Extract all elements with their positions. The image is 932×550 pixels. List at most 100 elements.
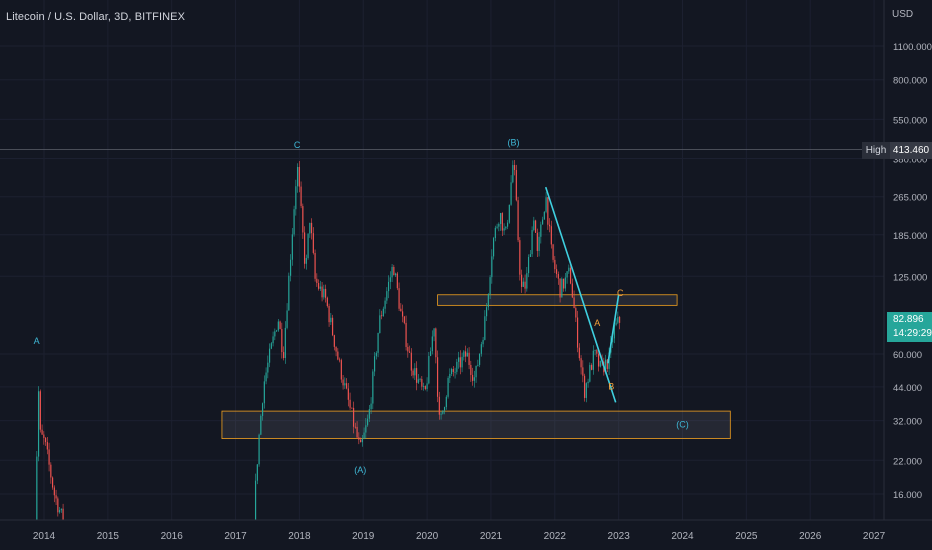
candle-body — [363, 432, 365, 439]
candle-body — [564, 277, 566, 289]
trendlines-layer — [544, 186, 620, 403]
candle-body — [50, 464, 52, 478]
candle-body — [513, 165, 516, 171]
candle-body — [310, 222, 313, 234]
trendline — [607, 294, 620, 364]
candle-body — [477, 364, 479, 366]
price-tick-label: 60.000 — [893, 350, 922, 361]
candle-body — [375, 352, 377, 357]
wave-label: (C) — [676, 419, 689, 429]
candle-body — [305, 258, 307, 264]
candle-body — [489, 277, 491, 295]
candle-body — [342, 379, 344, 386]
candle-body — [284, 327, 286, 359]
price-tick-label: 32.000 — [893, 417, 922, 428]
candle-body — [499, 213, 502, 224]
candle-body — [580, 358, 582, 368]
candle-body — [494, 227, 496, 239]
candle-body — [540, 224, 542, 237]
candle-body — [485, 307, 488, 317]
candle-body — [554, 259, 556, 270]
candle-body — [391, 266, 393, 278]
candle-body — [335, 346, 337, 352]
wave-label: A — [34, 336, 40, 346]
time-tick-label: 2016 — [161, 531, 184, 542]
candle-body — [534, 220, 537, 233]
candle-body — [275, 330, 278, 332]
candle-body — [51, 477, 54, 488]
price-tick-label: 22.000 — [893, 456, 922, 467]
candle-body — [576, 317, 579, 348]
time-tick-label: 2017 — [224, 531, 247, 542]
price-tick-label: 800.000 — [893, 76, 927, 87]
time-tick-label: 2026 — [799, 531, 822, 542]
candle-body — [358, 437, 360, 440]
candle-body — [547, 197, 549, 225]
candle-body — [326, 297, 328, 307]
candle-body — [548, 224, 551, 227]
price-tick-label: 550.000 — [893, 115, 927, 126]
candle-body — [48, 449, 50, 465]
candle-body — [597, 353, 600, 367]
candle-body — [585, 383, 587, 398]
candle-body — [536, 232, 538, 251]
price-tick-label: 16.000 — [893, 490, 922, 501]
candle-body — [260, 415, 262, 435]
candle-body — [617, 316, 619, 323]
candle-body — [345, 383, 348, 389]
candle-body — [393, 266, 395, 276]
candle-body — [41, 429, 43, 435]
candle-body — [300, 186, 302, 207]
candle-body — [615, 322, 617, 325]
candle-body — [562, 278, 565, 289]
candle-body — [445, 396, 447, 408]
currency-label: USD — [892, 9, 914, 20]
candle-body — [58, 510, 61, 513]
candle-body — [261, 403, 264, 416]
high-value: 413.460 — [890, 141, 932, 159]
candle-body — [319, 286, 321, 289]
candle-body — [389, 277, 391, 282]
candle-body — [487, 294, 489, 308]
candle-body — [515, 170, 517, 201]
candle-body — [604, 359, 607, 373]
candle-body — [53, 487, 55, 496]
time-tick-label: 2023 — [608, 531, 631, 542]
candle-body — [519, 240, 521, 275]
candle-body — [279, 321, 281, 329]
candle-body — [268, 348, 271, 363]
candle-body — [312, 233, 314, 253]
wave-label: B — [608, 381, 614, 391]
candle-body — [473, 377, 475, 381]
candle-body — [587, 381, 589, 384]
time-tick-label: 2021 — [480, 531, 503, 542]
candle-body — [594, 350, 596, 351]
candle-body — [361, 438, 363, 443]
time-tick-label: 2025 — [735, 531, 758, 542]
price-tick-label: 265.000 — [893, 193, 927, 204]
candle-body — [412, 370, 414, 376]
wave-label: A — [594, 318, 600, 328]
current-price: 82.896 — [893, 313, 924, 325]
wave-label: C — [294, 140, 301, 150]
candle-body — [295, 186, 297, 210]
candle-body — [303, 232, 306, 264]
candle-body — [590, 365, 593, 370]
zone-rect — [437, 294, 678, 306]
candle-body — [387, 281, 390, 292]
candle-body — [613, 324, 615, 339]
support-zones — [221, 294, 731, 439]
candle-body — [491, 256, 493, 278]
candle-body — [424, 386, 426, 389]
candle-body — [426, 383, 428, 389]
candle-body — [293, 209, 295, 235]
candle-body — [44, 437, 47, 443]
candle-body — [449, 373, 451, 378]
candle-body — [531, 230, 533, 255]
time-tick-label: 2022 — [544, 531, 567, 542]
candle-body — [482, 339, 484, 345]
candle-body — [480, 344, 482, 354]
candle-body — [396, 273, 398, 289]
